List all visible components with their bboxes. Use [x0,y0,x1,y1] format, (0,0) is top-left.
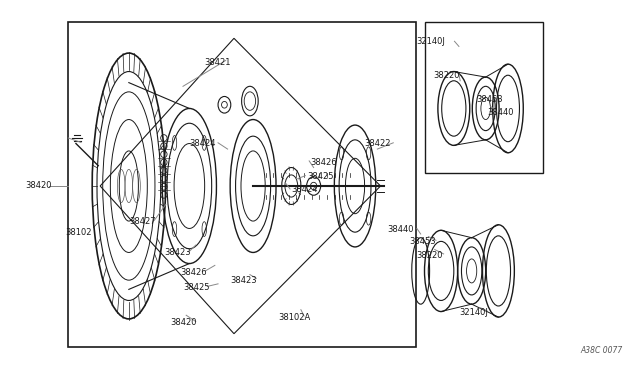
Text: 38220: 38220 [416,251,443,260]
Text: 38425: 38425 [183,283,209,292]
Text: 38102A: 38102A [278,312,311,321]
Text: 32140J: 32140J [459,308,488,317]
Text: 32140J: 32140J [416,37,445,46]
Text: 38420: 38420 [26,182,52,190]
Text: 38424: 38424 [291,185,318,194]
Text: 38424: 38424 [189,139,216,148]
Text: 38423: 38423 [164,248,191,257]
Text: 38220: 38220 [433,71,460,80]
Text: 38440: 38440 [387,225,413,234]
Text: 38425: 38425 [307,172,333,181]
Text: 38423: 38423 [231,276,257,285]
Bar [68,22,415,347]
Text: 38453: 38453 [476,95,503,104]
Text: 38420: 38420 [170,318,196,327]
Text: 38426: 38426 [310,157,337,167]
Text: 38422: 38422 [365,139,391,148]
Text: 38426: 38426 [180,268,207,277]
Text: 38102: 38102 [65,228,92,237]
Bar [425,22,543,173]
Text: 38421: 38421 [204,58,230,67]
Text: 38453: 38453 [409,237,436,246]
Text: 38440: 38440 [487,108,513,117]
Text: A38C 0077: A38C 0077 [580,346,623,355]
Text: 38427: 38427 [129,217,156,225]
